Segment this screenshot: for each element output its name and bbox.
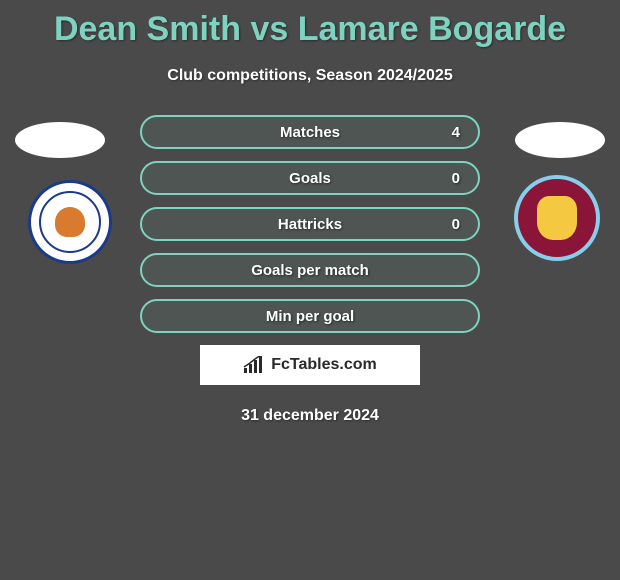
stat-label: Goals xyxy=(289,170,331,187)
stats-container: Matches 4 Goals 0 Hattricks 0 Goals per … xyxy=(70,115,550,333)
stat-row-goals: Goals 0 xyxy=(140,161,480,195)
stat-value-right: 4 xyxy=(452,124,460,141)
stat-label: Hattricks xyxy=(278,216,342,233)
stat-label: Min per goal xyxy=(266,308,354,325)
subtitle: Club competitions, Season 2024/2025 xyxy=(0,67,620,85)
page-title: Dean Smith vs Lamare Bogarde xyxy=(0,0,620,49)
stat-row-matches: Matches 4 xyxy=(140,115,480,149)
bar-chart-icon xyxy=(243,356,265,374)
stat-value-right: 0 xyxy=(452,170,460,187)
watermark-text: FcTables.com xyxy=(271,356,377,374)
date-text: 31 december 2024 xyxy=(0,407,620,425)
watermark: FcTables.com xyxy=(200,345,420,385)
stat-label: Goals per match xyxy=(251,262,369,279)
stat-row-goals-per-match: Goals per match xyxy=(140,253,480,287)
stat-value-right: 0 xyxy=(452,216,460,233)
stat-label: Matches xyxy=(280,124,340,141)
stat-row-hattricks: Hattricks 0 xyxy=(140,207,480,241)
stat-row-min-per-goal: Min per goal xyxy=(140,299,480,333)
